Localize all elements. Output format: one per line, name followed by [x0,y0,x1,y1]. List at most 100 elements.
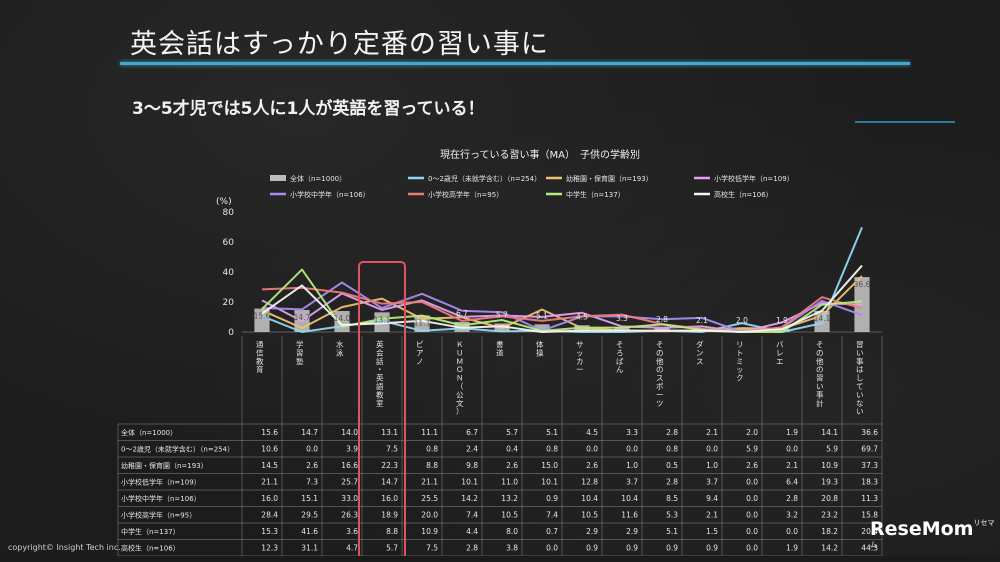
table-cell: 9.8 [466,461,478,470]
table-cell: 3.7 [626,478,638,487]
y-axis-unit: (%) [216,197,232,207]
category-label: ピアノ [416,340,424,366]
table-cell: 20.4 [861,527,878,536]
table-cell: 3.3 [626,428,638,437]
table-cell: 15.6 [261,428,278,437]
bar-value-label: 36.6 [854,280,871,289]
bar-value-label: 14.0 [334,314,351,323]
table-cell: 20.0 [421,511,438,520]
table-cell: 0.0 [306,445,318,454]
table-cell: 0.0 [546,544,558,553]
table-cell: 37.3 [861,461,878,470]
table-cell: 3.6 [346,527,358,536]
table-cell: 0.9 [706,544,718,553]
table-cell: 10.5 [581,511,598,520]
table-cell: 14.1 [821,428,838,437]
category-label: 習い事はしていない [856,340,864,416]
table-cell: 2.1 [786,461,798,470]
table-cell: 2.8 [666,478,678,487]
category-label: その他の習い事計 [816,340,824,408]
table-cell: 11.6 [621,511,638,520]
table-cell: 18.3 [861,478,878,487]
table-cell: 0.0 [706,445,718,454]
category-label: 書道 [496,339,504,357]
table-row-label: 小学校中学年（n=106） [121,494,201,503]
table-cell: 21.1 [261,478,278,487]
table-cell: 16.0 [381,494,398,503]
table-cell: 1.9 [786,428,798,437]
category-label: ＫＵＭＯＮ（公文） [456,340,464,416]
table-cell: 8.8 [386,527,398,536]
table-cell: 15.1 [301,494,318,503]
table-cell: 7.3 [306,478,318,487]
table-row-label: 全体（n=1000） [121,428,177,437]
subtitle-underline [855,121,955,123]
table-cell: 0.0 [746,511,758,520]
table-cell: 14.7 [381,478,398,487]
table-cell: 25.5 [421,494,438,503]
category-label: 体操 [536,339,544,357]
y-tick-label: 80 [223,208,235,218]
table-cell: 14.5 [261,461,278,470]
table-cell: 0.9 [546,494,558,503]
resemom-logo: ReseMomリセマム [870,518,1000,562]
bar-value-label: 5.7 [496,310,508,319]
category-label: 英会話・英語教室 [376,339,384,408]
table-cell: 7.5 [426,544,438,553]
table-cell: 10.9 [421,527,438,536]
category-label: 通信教育 [256,339,264,374]
table-cell: 5.3 [666,511,678,520]
table-cell: 10.1 [541,478,558,487]
table-cell: 33.0 [341,494,358,503]
bar-overall [534,324,550,332]
table-cell: 12.3 [261,544,278,553]
title-underline [120,62,910,65]
table-cell: 69.7 [861,445,878,454]
bar-value-label: 5.1 [536,311,548,320]
table-cell: 22.3 [381,461,398,470]
table-cell: 14.2 [821,544,838,553]
table-cell: 21.1 [421,478,438,487]
table-cell: 0.7 [546,527,558,536]
legend-label: 高校生（n=106） [714,190,773,199]
logo-text: ReseMom [870,518,974,540]
y-tick-label: 60 [223,238,235,248]
table-cell: 18.9 [381,511,398,520]
table-cell: 1.0 [706,461,718,470]
highlight-box [358,261,406,556]
table-row-label: 0〜2歳児（未就学含む）（n=254） [121,445,234,454]
bar-overall [774,329,790,332]
table-cell: 10.6 [261,445,278,454]
table-cell: 0.8 [546,445,558,454]
table-cell: 1.5 [706,527,718,536]
table-cell: 0.0 [586,445,598,454]
table-cell: 44.3 [861,544,878,553]
table-cell: 2.1 [706,428,718,437]
bar-overall [734,329,750,332]
table-cell: 3.7 [706,478,718,487]
table-cell: 10.4 [581,494,598,503]
table-cell: 10.9 [821,461,838,470]
table-cell: 2.1 [706,511,718,520]
table-cell: 2.9 [586,527,598,536]
table-cell: 14.0 [341,428,358,437]
table-cell: 7.5 [386,445,398,454]
table-cell: 15.0 [541,461,558,470]
bar-value-label: 13.1 [374,315,391,324]
table-cell: 1.0 [626,461,638,470]
table-cell: 2.8 [466,544,478,553]
table-cell: 0.9 [626,544,638,553]
table-cell: 0.0 [746,544,758,553]
table-cell: 11.0 [501,478,518,487]
table-cell: 2.0 [746,428,758,437]
series-line [261,292,863,333]
table-cell: 5.9 [746,445,758,454]
bar-value-label: 4.5 [576,312,588,321]
table-cell: 10.1 [461,478,478,487]
table-cell: 8.0 [506,527,518,536]
table-cell: 0.8 [426,445,438,454]
table-cell: 0.0 [746,527,758,536]
table-cell: 0.9 [586,544,598,553]
table-cell: 11.1 [421,428,438,437]
table-cell: 4.4 [466,527,478,536]
